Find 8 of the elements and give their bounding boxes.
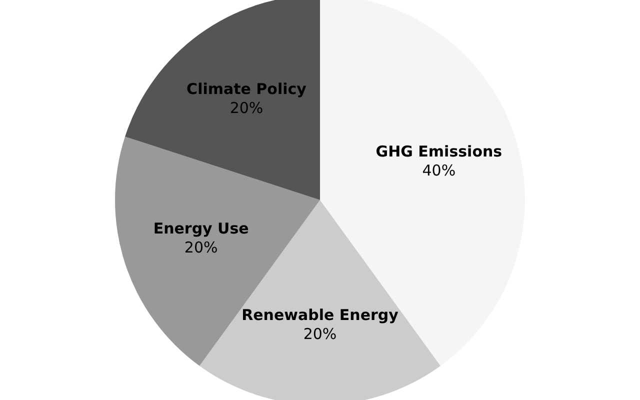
slice-label: Energy Use xyxy=(153,220,249,238)
data-label: 20% xyxy=(184,238,218,257)
slice-label: GHG Emissions xyxy=(376,142,502,160)
data-label: 40% xyxy=(422,161,456,180)
slice-label: Renewable Energy xyxy=(242,306,399,324)
slice-label: Climate Policy xyxy=(186,80,307,98)
data-label: 20% xyxy=(303,325,337,344)
data-label: 20% xyxy=(230,98,264,117)
